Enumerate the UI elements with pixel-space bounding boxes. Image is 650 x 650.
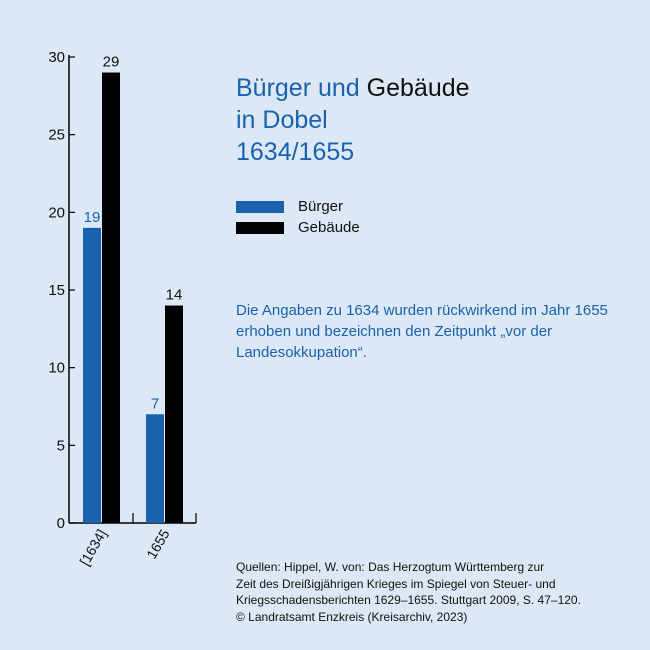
legend: Bürger Gebäude xyxy=(236,196,360,238)
category-label-1: 1655 xyxy=(143,526,173,561)
title-line-3: 1634/1655 xyxy=(236,138,355,166)
chart-title: Bürger und Gebäude in Dobel 1634/1655 xyxy=(236,72,470,168)
y-tick-label-20: 20 xyxy=(48,204,65,221)
y-tick-label-0: 0 xyxy=(57,515,65,532)
source-line-2: Zeit des Dreißigjährigen Krieges im Spie… xyxy=(236,576,556,591)
data-label-Gebäude-[1634]: 29 xyxy=(103,54,120,71)
source-line-3: Kriegsschadensberichten 1629–1655. Stutt… xyxy=(236,593,581,607)
y-tick-label-30: 30 xyxy=(48,49,65,66)
bar-Bürger-1655 xyxy=(146,414,164,523)
title-part-1: Bürger und xyxy=(236,74,360,102)
bar-Gebäude-[1634] xyxy=(102,72,120,524)
legend-item-gebaeude: Gebäude xyxy=(236,217,360,238)
data-label-Bürger-[1634]: 19 xyxy=(84,209,101,226)
title-part-2: Gebäude xyxy=(366,74,470,102)
bar-Bürger-[1634] xyxy=(83,227,101,523)
data-label-Bürger-1655: 7 xyxy=(151,395,159,412)
sources-block: Quellen: Hippel, W. von: Das Herzogtum W… xyxy=(236,559,636,625)
source-line-1: Quellen: Hippel, W. von: Das Herzogtum W… xyxy=(236,560,545,574)
legend-label-gebaeude: Gebäude xyxy=(298,219,360,236)
y-tick-label-10: 10 xyxy=(48,360,65,377)
y-tick-label-25: 25 xyxy=(48,127,65,144)
legend-item-buerger: Bürger xyxy=(236,196,360,217)
y-tick-label-5: 5 xyxy=(57,437,65,454)
y-tick-label-15: 15 xyxy=(48,282,65,299)
title-line-2: in Dobel xyxy=(236,106,328,134)
legend-label-buerger: Bürger xyxy=(298,198,344,215)
copyright-line: © Landratsamt Enzkreis (Kreisarchiv, 202… xyxy=(236,609,468,624)
category-label-0: [1634] xyxy=(76,527,109,569)
bar-Gebäude-1655 xyxy=(165,305,183,523)
legend-swatch-gebaeude xyxy=(236,221,284,234)
note-text: Die Angaben zu 1634 wurden rückwirkend i… xyxy=(236,302,608,361)
data-label-Gebäude-1655: 14 xyxy=(166,287,183,304)
legend-swatch-buerger xyxy=(236,200,284,213)
